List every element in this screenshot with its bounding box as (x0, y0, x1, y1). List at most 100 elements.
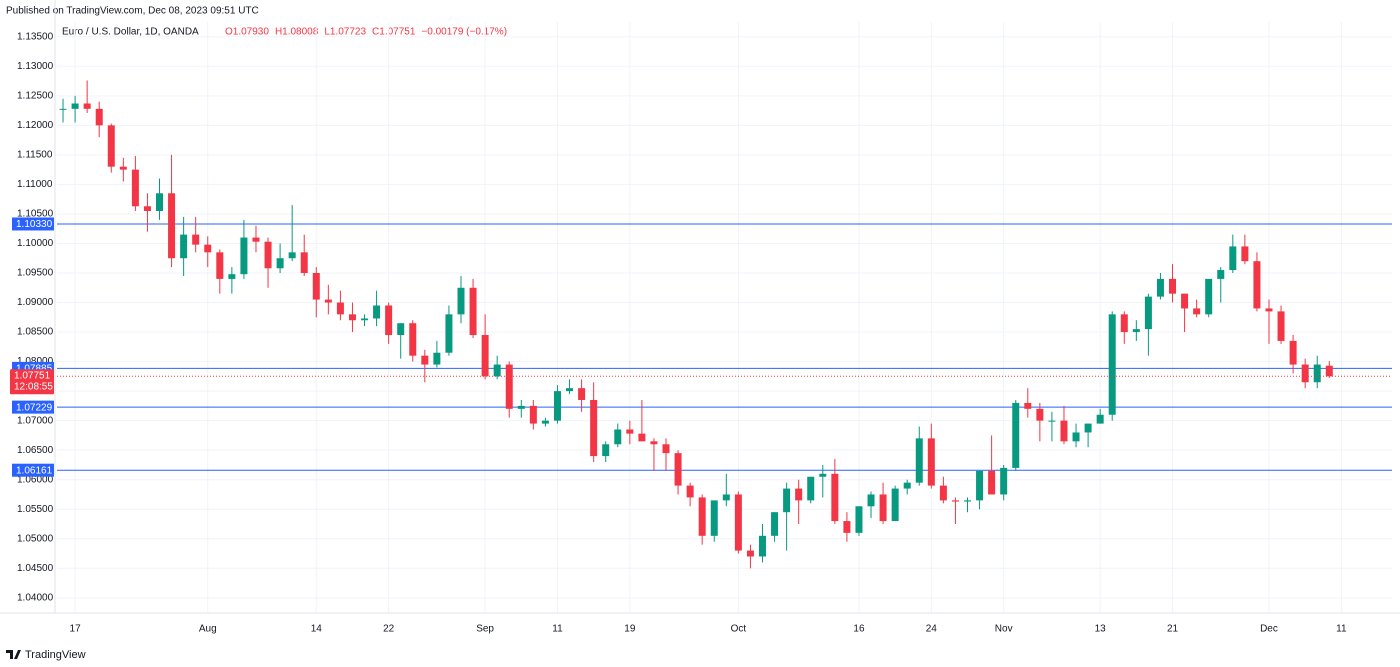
candle-body (1132, 329, 1140, 333)
y-tick-label: 1.13000 (17, 61, 54, 72)
candle-body (1024, 402, 1032, 409)
candle-body (385, 305, 393, 336)
x-tick-label: 24 (926, 624, 938, 635)
y-tick-label: 1.11000 (17, 179, 53, 190)
candle-body (626, 429, 634, 434)
candle-body (131, 169, 139, 207)
x-tick-label: 16 (853, 624, 865, 635)
level-label-box (12, 463, 54, 477)
candle-body (409, 323, 417, 356)
candle-body (457, 287, 465, 315)
candle-body (156, 193, 164, 211)
price-label-box (10, 369, 54, 395)
candle-body (204, 244, 212, 253)
level-label-box (12, 400, 54, 414)
candle-body (433, 352, 441, 365)
candle-body (1229, 246, 1237, 271)
candle-body (1181, 293, 1189, 309)
candle-body (264, 241, 272, 269)
ohlc-value: −0.00179 (−0.17%) (421, 27, 507, 38)
candle-body (180, 234, 188, 259)
candle-body (192, 234, 200, 245)
x-tick-label: 22 (383, 624, 395, 635)
candle-body (143, 206, 151, 211)
candle-body (59, 108, 67, 110)
ohlc-value: O1.07930 (225, 27, 269, 38)
candle-body (1084, 423, 1092, 433)
candle-body (1193, 308, 1201, 315)
candle-body (107, 125, 115, 167)
candle-body (252, 237, 260, 242)
candle-body (373, 305, 381, 319)
candle-body (1205, 278, 1213, 315)
candle-body (517, 405, 525, 409)
candle-body (276, 258, 284, 269)
level-label: 1.06161 (16, 465, 53, 476)
published-note: Published on TradingView.com, Dec 08, 20… (6, 6, 259, 17)
x-tick-label: 14 (311, 624, 323, 635)
level-label-box (12, 217, 54, 231)
y-tick-label: 1.10000 (17, 238, 54, 249)
y-tick-label: 1.10500 (17, 209, 54, 220)
candle-body (976, 470, 984, 501)
candle-body (529, 405, 537, 424)
candle-body (964, 500, 972, 502)
candle-body (1169, 278, 1177, 294)
candle-body (638, 433, 646, 442)
candle-body (927, 438, 935, 486)
candle-body (71, 103, 79, 109)
candle-body (1156, 278, 1164, 297)
candle-body (1108, 314, 1116, 415)
candle-body (686, 485, 694, 498)
ohlc-value: L1.07723 (324, 27, 366, 38)
candle-body (336, 302, 344, 315)
candle-body (879, 494, 887, 522)
candle-body (469, 287, 477, 336)
candle-body (614, 429, 622, 445)
level-label: 1.10330 (16, 219, 53, 230)
y-tick-label: 1.12000 (17, 120, 54, 131)
x-tick-label: 11 (1336, 624, 1347, 635)
candle-body (168, 193, 176, 259)
candle-body (1012, 402, 1020, 468)
candle-body (119, 166, 127, 170)
logo: TradingView (6, 649, 86, 661)
price-countdown: 12:08:55 (14, 381, 53, 392)
x-tick-label: Nov (995, 624, 1013, 635)
logo-icon (6, 650, 21, 659)
candle-body (578, 388, 586, 400)
price-label: 1.07751 (14, 370, 51, 381)
y-tick-label: 1.08000 (17, 356, 54, 367)
candle-body (795, 488, 803, 501)
ohlc-value: C1.07751 (372, 27, 416, 38)
candle-body (903, 482, 911, 489)
x-tick-label: Aug (199, 624, 217, 635)
candle-body (1036, 408, 1044, 421)
candle-body (1144, 296, 1152, 330)
candle-body (1313, 364, 1321, 383)
candle-body (674, 453, 682, 486)
candle-body (1096, 414, 1104, 424)
candle-body (553, 391, 561, 421)
y-tick-label: 1.07000 (17, 415, 54, 426)
candle-body (662, 444, 670, 454)
x-tick-label: 11 (552, 624, 563, 635)
candle-body (855, 506, 863, 533)
candle-body (1301, 364, 1309, 383)
candle-body (1277, 311, 1285, 341)
symbol-title: Euro / U.S. Dollar, 1D, OANDA (62, 27, 199, 38)
candle-body (300, 252, 308, 274)
candle-body (348, 314, 356, 321)
candle-body (493, 364, 501, 377)
y-tick-label: 1.09500 (17, 268, 54, 279)
candle-body (361, 318, 369, 321)
candle-body (421, 355, 429, 365)
x-tick-label: 13 (1095, 624, 1107, 635)
candle-body (650, 441, 658, 445)
candle-body (843, 521, 851, 533)
footer-brand: TradingView (25, 649, 86, 661)
candle-body (831, 473, 839, 522)
candle-body (915, 438, 923, 483)
candle-body (722, 494, 730, 501)
